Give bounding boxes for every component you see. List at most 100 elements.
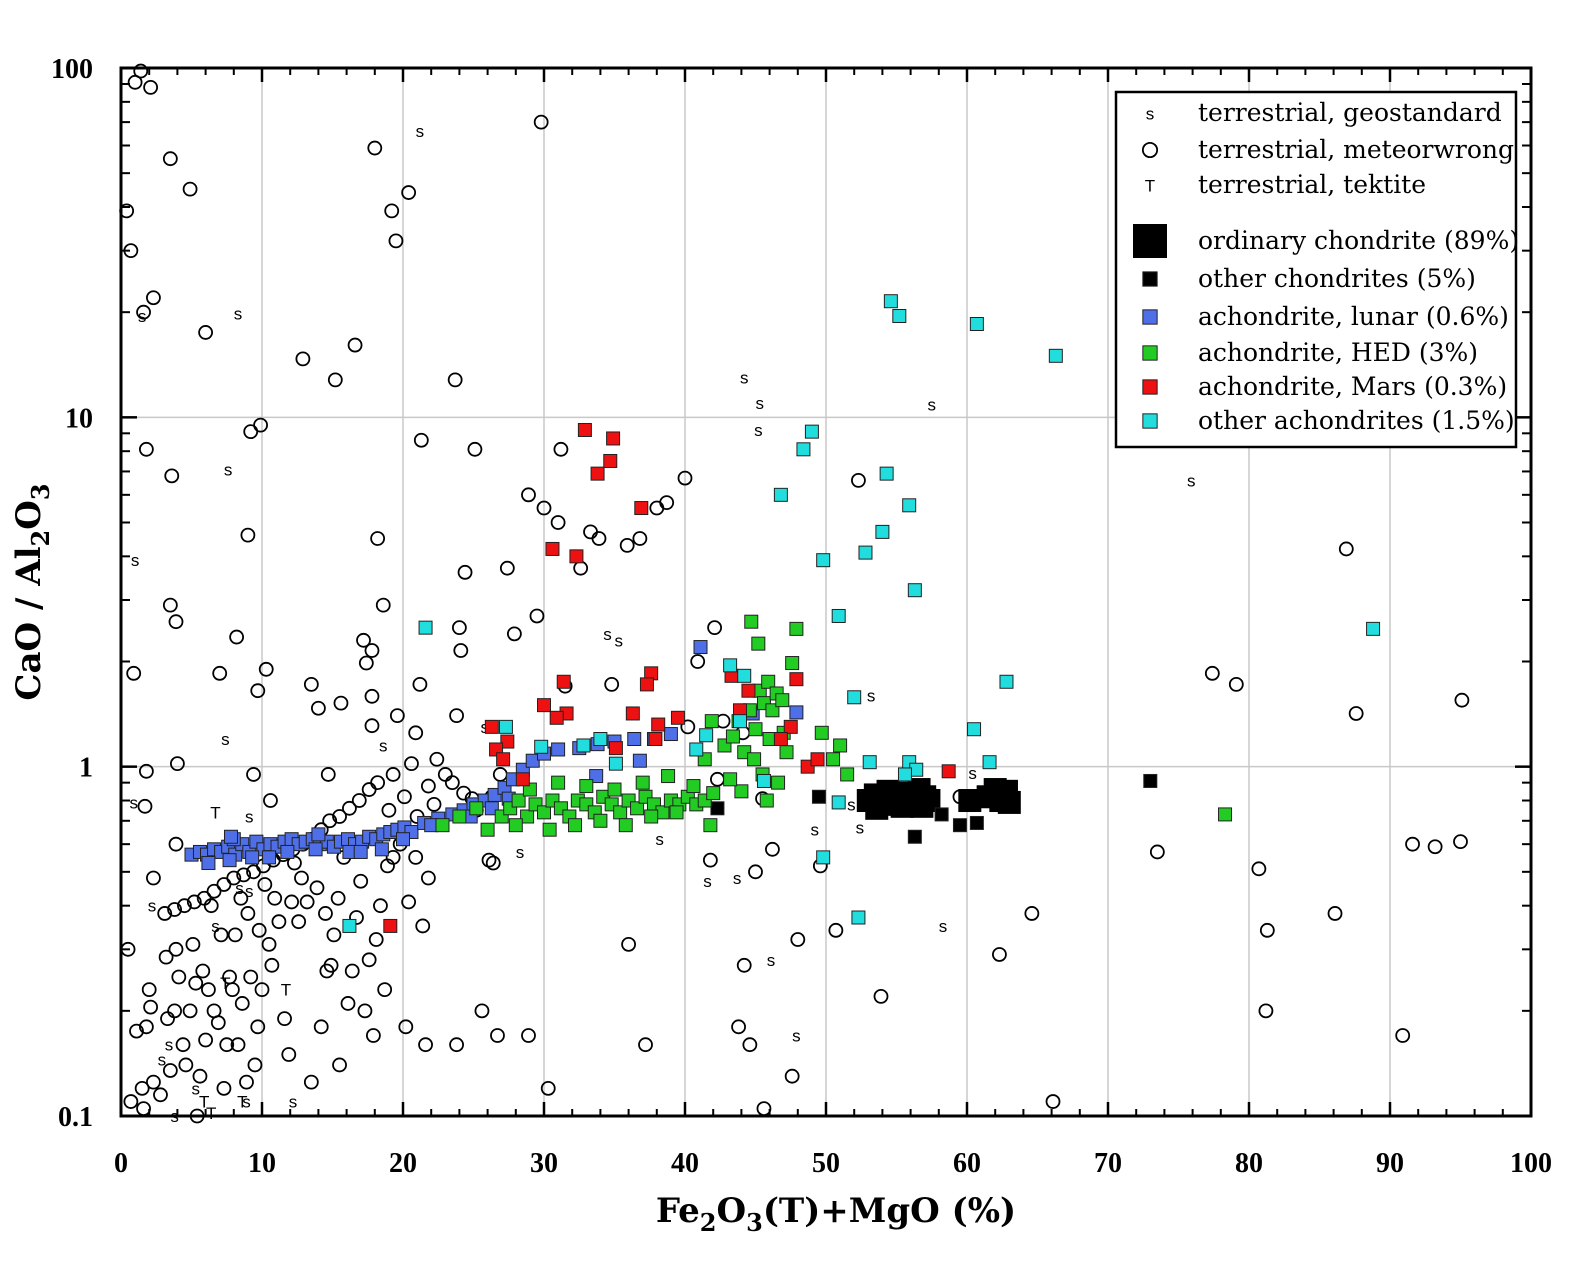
data-point	[969, 317, 984, 332]
data-point: s	[221, 730, 230, 749]
data-point	[533, 114, 549, 130]
data-point	[826, 752, 841, 767]
data-point	[332, 809, 347, 824]
data-point	[223, 829, 238, 844]
data-point	[952, 818, 967, 833]
data-point	[396, 832, 410, 847]
data-point	[467, 441, 483, 457]
data-point	[875, 524, 890, 539]
data-point	[160, 1011, 175, 1027]
plot-frame	[119, 66, 1533, 1118]
data-point	[358, 655, 374, 671]
data-point	[323, 957, 339, 973]
data-point	[1453, 834, 1468, 850]
tick-labels: 0 10 20 30 40 50 60 70 80 90 100 0.1 1 10 100	[51, 54, 1552, 1179]
data-point	[127, 74, 143, 90]
data-point	[330, 890, 346, 906]
data-point	[162, 151, 178, 167]
data-point: s	[1187, 471, 1196, 490]
legend-marker: s	[1146, 105, 1155, 124]
data-point	[485, 855, 501, 871]
data-point	[858, 545, 873, 560]
data-point	[364, 688, 380, 704]
data-point	[796, 442, 811, 457]
data-point	[1258, 1003, 1274, 1019]
data-point	[303, 1074, 319, 1090]
data-point: T	[210, 803, 220, 822]
data-point: s	[138, 307, 147, 326]
data-point	[168, 836, 184, 852]
data-point	[361, 952, 377, 968]
data-point	[326, 927, 342, 943]
data-point	[583, 524, 598, 540]
legend-marker	[1142, 309, 1158, 325]
data-point: T	[281, 981, 291, 1000]
data-point	[447, 372, 463, 388]
legend: s terrestrial, geostandard terrestrial, me…	[1114, 90, 1519, 449]
data-point	[320, 767, 336, 782]
x-axis-title-part: (T)+MgO (%)	[763, 1191, 1016, 1231]
data-point	[577, 422, 592, 437]
data-point	[789, 672, 804, 687]
data-point	[452, 809, 467, 824]
data-point	[136, 304, 151, 320]
data-point	[267, 890, 283, 906]
data-point	[167, 902, 182, 917]
data-point	[775, 693, 790, 708]
data-point: s	[131, 551, 140, 570]
series-achondrite-hed-3-	[435, 614, 1233, 837]
data-point	[892, 309, 907, 324]
data-point	[934, 807, 949, 822]
data-point	[138, 441, 154, 457]
data-point	[873, 988, 889, 1004]
legend-marker	[1142, 345, 1158, 361]
legend-marker: T	[1145, 177, 1155, 196]
x-tick-label: 80	[1235, 1148, 1263, 1179]
data-point	[499, 560, 515, 576]
data-point: T	[199, 1093, 209, 1112]
data-point	[702, 852, 718, 868]
data-point	[862, 755, 877, 770]
data-point	[1045, 1094, 1061, 1109]
data-point	[327, 372, 343, 388]
data-point	[243, 969, 259, 985]
data-point	[828, 922, 844, 938]
legend-marker	[1141, 141, 1159, 159]
data-point	[751, 636, 766, 651]
data-point	[420, 778, 436, 794]
data-point	[420, 870, 436, 886]
data-point	[263, 793, 278, 808]
data-point	[291, 914, 307, 930]
data-point	[704, 714, 719, 729]
data-point: s	[767, 951, 776, 970]
data-point	[429, 751, 445, 767]
data-point	[322, 813, 338, 829]
data-point	[233, 890, 249, 906]
data-point	[367, 140, 383, 156]
data-point	[201, 855, 216, 870]
data-point	[725, 729, 740, 744]
data-point	[553, 441, 569, 457]
data-point	[1024, 906, 1040, 921]
data-point: s	[703, 872, 712, 891]
data-point	[398, 1019, 414, 1035]
data-point	[1454, 692, 1470, 708]
data-point	[196, 890, 212, 906]
data-point	[250, 1019, 266, 1035]
data-point	[1251, 861, 1267, 877]
data-point	[258, 661, 274, 677]
data-point	[141, 982, 157, 998]
data-point: s	[245, 808, 254, 827]
data-point	[397, 789, 412, 805]
data-point	[606, 431, 621, 446]
data-point: s	[481, 718, 490, 737]
data-point	[789, 621, 804, 636]
data-point	[635, 775, 650, 790]
data-point	[388, 233, 404, 249]
data-point	[747, 752, 762, 767]
data-point	[742, 1037, 758, 1053]
data-point	[332, 1057, 347, 1073]
data-point	[213, 927, 229, 943]
